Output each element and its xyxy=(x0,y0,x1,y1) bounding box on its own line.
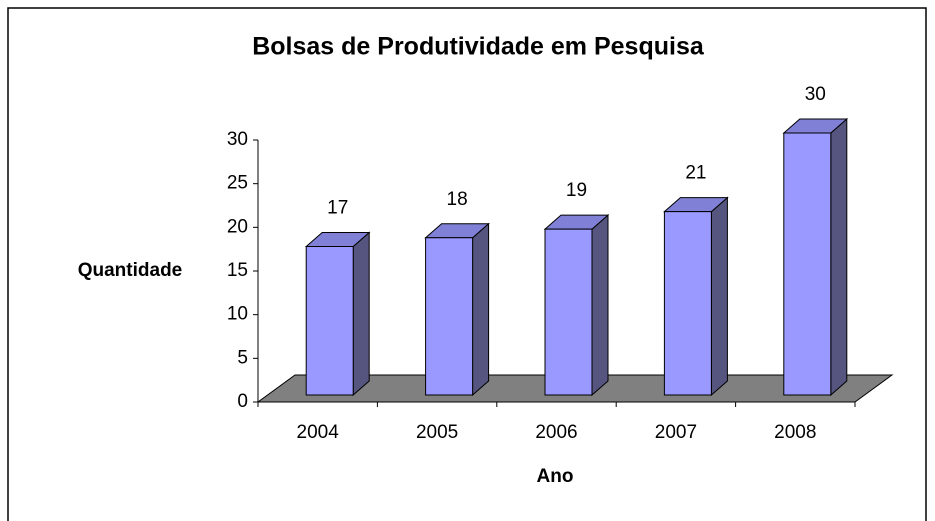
bar xyxy=(543,213,610,397)
y-tick-label: 20 xyxy=(227,216,248,237)
chart-border xyxy=(7,7,927,521)
value-label: 18 xyxy=(447,189,468,210)
y-tick-label: 25 xyxy=(227,173,248,194)
bar-side xyxy=(830,117,848,397)
bar-side xyxy=(472,222,490,397)
y-axis-label: Quantidade xyxy=(78,260,183,281)
x-tick-label: 2004 xyxy=(297,422,340,443)
y-tick-label: 15 xyxy=(227,260,248,281)
x-axis-label: Ano xyxy=(537,466,574,487)
x-tick-label: 2005 xyxy=(416,422,458,443)
x-tick-label: 2008 xyxy=(774,422,816,443)
bar-front xyxy=(425,237,474,396)
bar-side xyxy=(591,213,609,397)
bar xyxy=(663,196,729,397)
y-tick-label: 10 xyxy=(227,304,248,325)
bar-front xyxy=(663,211,712,396)
bar xyxy=(424,222,490,397)
bar-front xyxy=(544,228,593,396)
value-label: 30 xyxy=(805,84,826,105)
bar-side xyxy=(710,196,728,397)
bar-front xyxy=(305,246,354,396)
value-label: 21 xyxy=(685,163,706,184)
bar-side xyxy=(352,231,370,397)
value-label: 19 xyxy=(566,180,587,201)
y-tick-label: 0 xyxy=(237,391,248,412)
x-tick-label: 2006 xyxy=(535,422,577,443)
value-label: 17 xyxy=(327,198,348,219)
bar xyxy=(304,231,371,397)
x-tick-label: 2007 xyxy=(655,422,697,443)
bar xyxy=(782,117,849,397)
bar-front xyxy=(783,132,832,396)
chart-title: Bolsas de Produtividade em Pesquisa xyxy=(252,33,705,61)
y-tick-label: 5 xyxy=(237,347,248,368)
y-tick-label: 30 xyxy=(227,129,248,150)
